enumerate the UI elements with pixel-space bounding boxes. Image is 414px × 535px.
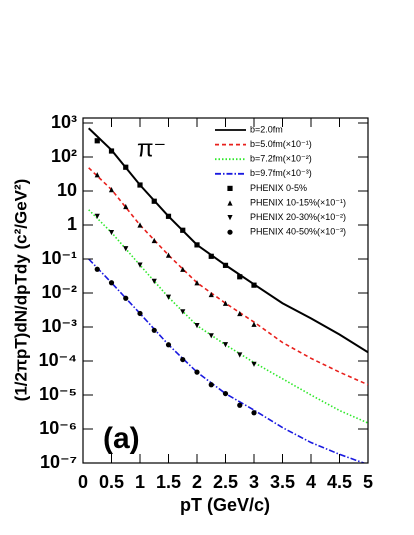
data-point [165, 252, 172, 258]
data-point [222, 262, 229, 268]
legend-marker [227, 200, 233, 206]
legend-label: PHENIX 40-50%(×10⁻³) [250, 227, 346, 237]
data-point [237, 352, 243, 358]
data-point [137, 262, 143, 268]
y-tick-label: 10⁻⁷ [40, 452, 77, 472]
legend-label: b=9.7fm(×10⁻³) [250, 168, 312, 178]
legend-label: b=5.0fm(×10⁻¹) [250, 139, 312, 149]
data-point [123, 164, 129, 170]
legend-label: b=7.2fm(×10⁻²) [250, 154, 312, 164]
data-point [123, 246, 129, 252]
data-point [194, 242, 200, 248]
x-tick-label: 2.5 [213, 472, 238, 492]
data-point [180, 227, 186, 233]
curve [88, 209, 368, 424]
x-tick-label: 4 [306, 472, 316, 492]
x-tick-label: 5 [363, 472, 373, 492]
data-point [123, 203, 129, 210]
legend-label: b=2.0fm [250, 124, 283, 134]
particle-label: π⁻ [137, 135, 166, 162]
data-point [108, 280, 115, 286]
data-point [94, 172, 100, 178]
data-point [180, 309, 186, 315]
data-point [180, 356, 186, 363]
data-point [137, 222, 143, 228]
data-point [237, 402, 243, 408]
y-tick-label: 10⁻¹ [41, 248, 77, 268]
data-point [151, 278, 157, 284]
data-point [251, 321, 257, 327]
data-point [237, 274, 243, 280]
data-point [222, 300, 229, 306]
data-point [251, 282, 257, 288]
legend-marker [227, 215, 233, 221]
data-point [208, 253, 214, 259]
x-tick-label: 1.5 [156, 472, 181, 492]
data-point [222, 342, 229, 348]
x-tick-label: 4.5 [327, 472, 352, 492]
x-tick-label: 2 [192, 472, 202, 492]
data-point [137, 310, 143, 317]
y-tick-label: 10⁻⁴ [39, 350, 77, 370]
data-point [222, 390, 229, 397]
data-point [180, 266, 186, 272]
y-tick-label: 10³ [51, 112, 77, 132]
y-tick-label: 1 [67, 214, 77, 234]
data-point [151, 237, 157, 244]
data-point [194, 369, 200, 375]
data-point [94, 213, 100, 219]
data-point [165, 213, 172, 219]
data-point [237, 310, 243, 317]
data-point [108, 148, 115, 154]
data-point [108, 229, 115, 236]
panel-label: (a) [103, 422, 140, 455]
data-point [151, 198, 157, 204]
data-point [123, 295, 129, 301]
y-tick-label: 10⁻³ [41, 316, 77, 336]
data-point [208, 291, 214, 298]
x-tick-label: 0.5 [99, 472, 124, 492]
x-tick-label: 3 [249, 472, 259, 492]
x-axis-title: pT (GeV/c) [180, 495, 270, 515]
data-point [208, 333, 214, 339]
data-point [165, 342, 172, 348]
data-point [137, 182, 143, 188]
legend-label: PHENIX 20-30%(×10⁻²) [250, 212, 346, 222]
legend-marker [227, 229, 233, 235]
legend-label: PHENIX 10-15%(×10⁻¹) [250, 197, 346, 207]
y-tick-label: 10⁻² [41, 282, 77, 302]
data-point [94, 138, 100, 144]
x-tick-label: 0 [78, 472, 88, 492]
data-point [94, 266, 100, 272]
legend-marker [227, 185, 233, 191]
data-point [151, 327, 157, 333]
curve [88, 127, 368, 354]
data-point [208, 382, 214, 388]
data-point [194, 280, 200, 286]
data-point [194, 322, 200, 329]
x-tick-label: 1 [135, 472, 145, 492]
legend-label: PHENIX 0-5% [250, 183, 307, 193]
y-tick-label: 10⁻⁵ [39, 384, 77, 404]
x-tick-label: 3.5 [270, 472, 295, 492]
data-point [251, 361, 257, 367]
y-tick-label: 10⁻⁶ [39, 418, 77, 438]
data-point [165, 294, 172, 300]
y-axis-title: (1/2πpT)dN/dpTdy (c²/GeV²) [11, 179, 30, 402]
data-point [108, 186, 115, 193]
y-tick-label: 10 [57, 180, 77, 200]
y-tick-label: 10² [51, 146, 77, 166]
plot-area [88, 127, 368, 463]
data-point [251, 410, 257, 416]
